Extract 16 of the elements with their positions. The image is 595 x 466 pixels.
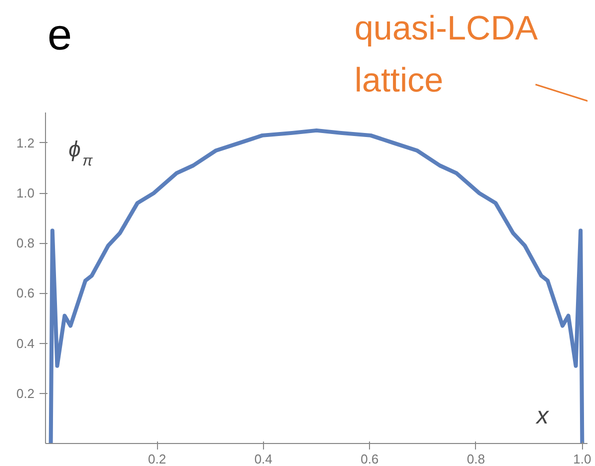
x-tick-label: 0.2 [148,452,166,466]
chart-title: e [48,10,72,60]
text: quasi-LCDA [354,10,538,48]
y-tick-label: 0.2 [16,386,35,401]
x-tick-label: 0.4 [254,452,272,466]
text: lattice [354,62,444,100]
x-tick-label: 1.0 [573,452,592,466]
y-tick-label: 0.8 [16,236,35,251]
y-tick-label: 1.2 [16,135,35,150]
x-tick-label: 0.8 [466,452,485,466]
y-tick-label: 0.6 [16,286,35,301]
y-tick-label: 0.4 [16,336,35,351]
x-axis-title: x [536,402,550,430]
y-tick-label: 1.0 [16,186,35,201]
line-series [48,128,584,444]
x-tick-label: 0.6 [360,452,379,466]
